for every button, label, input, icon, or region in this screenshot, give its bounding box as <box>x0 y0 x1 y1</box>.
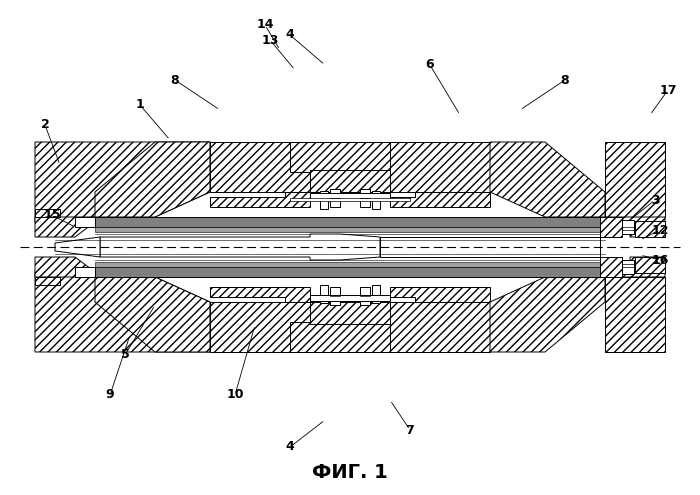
Polygon shape <box>490 142 605 217</box>
Polygon shape <box>605 277 665 352</box>
Text: 8: 8 <box>171 73 179 87</box>
Bar <box>635 257 665 273</box>
Text: 17: 17 <box>659 84 677 97</box>
Text: 2: 2 <box>41 118 50 132</box>
Polygon shape <box>35 257 95 277</box>
Polygon shape <box>390 302 490 352</box>
Text: 3: 3 <box>651 194 659 206</box>
Bar <box>35 209 60 217</box>
Text: 4: 4 <box>286 441 295 453</box>
Bar <box>330 189 340 207</box>
Text: 12: 12 <box>651 224 668 237</box>
Bar <box>35 277 60 285</box>
Polygon shape <box>490 277 605 352</box>
Polygon shape <box>35 217 95 237</box>
Text: 7: 7 <box>405 424 414 437</box>
Text: 16: 16 <box>651 253 668 266</box>
Polygon shape <box>210 302 310 352</box>
Bar <box>320 191 328 209</box>
Polygon shape <box>95 227 605 232</box>
Bar <box>600 257 622 277</box>
Bar <box>320 285 328 303</box>
Bar <box>310 302 390 324</box>
Polygon shape <box>35 142 210 222</box>
Polygon shape <box>95 277 210 352</box>
Text: ФИГ. 1: ФИГ. 1 <box>312 463 388 483</box>
Bar <box>290 198 410 201</box>
Polygon shape <box>210 142 310 192</box>
Text: 8: 8 <box>561 73 569 87</box>
Text: 9: 9 <box>106 389 114 401</box>
Bar <box>622 260 634 274</box>
Bar <box>372 191 380 209</box>
Bar <box>635 221 665 237</box>
Text: 13: 13 <box>261 34 279 47</box>
Polygon shape <box>100 234 380 260</box>
Text: 15: 15 <box>43 208 61 221</box>
Polygon shape <box>390 142 490 192</box>
Bar <box>310 295 390 301</box>
Polygon shape <box>605 257 665 277</box>
Polygon shape <box>210 287 310 302</box>
Bar <box>75 267 95 277</box>
Bar <box>360 287 370 305</box>
Bar <box>372 285 380 303</box>
Polygon shape <box>605 217 665 237</box>
Polygon shape <box>35 272 210 352</box>
Polygon shape <box>95 217 605 227</box>
Polygon shape <box>95 142 210 217</box>
Polygon shape <box>210 192 310 207</box>
Bar <box>290 142 410 172</box>
Bar <box>600 217 622 237</box>
Polygon shape <box>605 142 665 217</box>
Bar <box>290 322 410 352</box>
Text: 14: 14 <box>256 18 274 32</box>
Text: 6: 6 <box>426 58 434 71</box>
Polygon shape <box>390 287 490 302</box>
Polygon shape <box>55 237 100 257</box>
Bar <box>310 193 390 199</box>
Bar <box>330 287 340 305</box>
Polygon shape <box>380 237 600 257</box>
Text: 1: 1 <box>136 99 144 111</box>
Bar <box>310 170 390 192</box>
Bar <box>360 189 370 207</box>
Text: 10: 10 <box>226 389 244 401</box>
Polygon shape <box>95 267 605 277</box>
Bar <box>75 217 95 227</box>
Polygon shape <box>390 192 490 207</box>
Bar <box>622 220 634 234</box>
Text: 5: 5 <box>120 348 130 361</box>
Text: 4: 4 <box>286 29 295 42</box>
Polygon shape <box>95 262 605 267</box>
